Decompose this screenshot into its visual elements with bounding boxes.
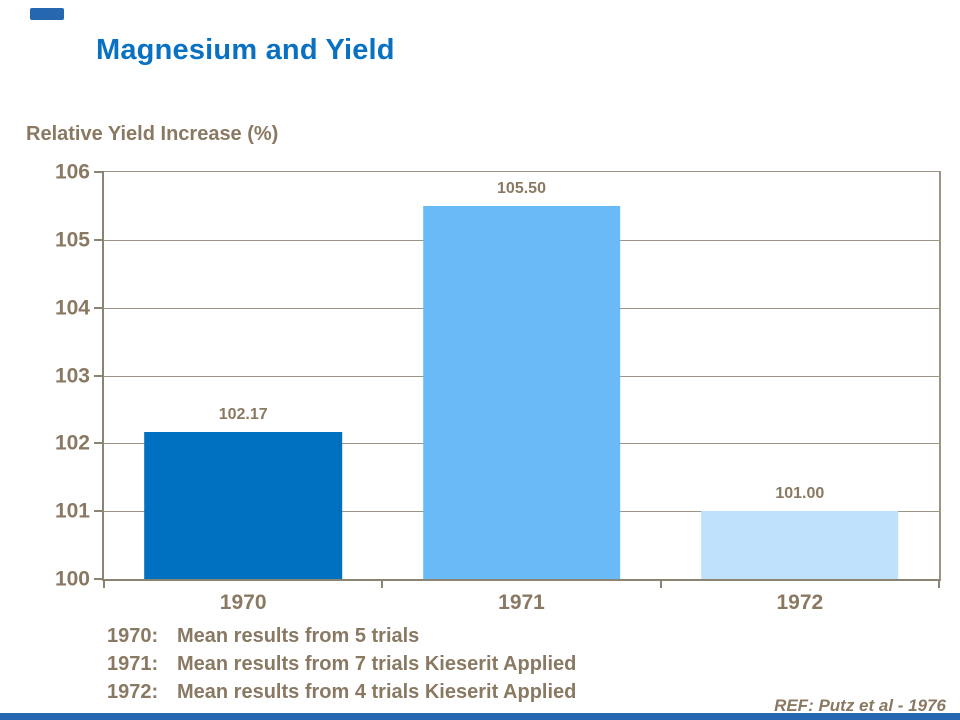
footnote-year-label: 1971: [107,653,159,675]
x-axis-tick-0 [103,579,105,588]
y-axis-tick-104 [94,306,104,309]
y-axis-title: Relative Yield Increase (%) [26,123,279,145]
bar-1972 [701,511,899,579]
y-axis-label-105: 105 [54,228,90,252]
bar-value-label-1971: 105.50 [497,179,546,197]
footnote-text: Mean results from 4 trials Kieserit Appl… [177,681,577,703]
slide-title: Magnesium and Yield [96,34,395,66]
x-axis-tick-2 [659,579,662,588]
y-axis-tick-100 [94,578,104,580]
footnote-1970: 1970: Mean results from 5 trials [107,626,576,647]
y-axis-label-100: 100 [54,567,90,591]
x-axis-label-1970: 1970 [219,591,267,614]
bar-1970 [144,431,342,579]
y-axis-label-103: 103 [54,364,90,387]
y-axis-tick-106 [94,171,104,173]
y-axis-label-102: 102 [54,431,90,455]
chart-footnotes: 1970: Mean results from 5 trials 1971: Mea… [107,626,576,710]
x-axis-label-1971: 1971 [498,591,545,614]
bar-value-label-1972: 101.00 [775,485,825,503]
y-axis-label-101: 101 [54,499,90,523]
x-axis-tick-3 [938,579,940,588]
bar-1971 [422,205,621,579]
y-axis-tick-102 [94,442,104,445]
bar-value-label-1970: 102.17 [218,405,268,423]
y-axis-label-104: 104 [54,296,90,320]
footnote-1971: 1971: Mean results from 7 trials Kieserit… [107,654,576,675]
footnote-text: Mean results from 7 trials Kieserit Appl… [177,653,577,675]
footnote-1972: 1972: Mean results from 4 trials Kieserit… [107,682,576,703]
slide-accent-top-rect [30,8,64,20]
y-axis-tick-103 [94,374,104,377]
footnote-year-label: 1972: [107,681,159,703]
footnote-text: Mean results from 5 trials [177,625,420,647]
y-axis-label-106: 106 [54,160,90,184]
reference-citation: REF: Putz et al - 1976 [774,696,946,715]
bar-chart-plot-area: 100 101 102 103 104 105 106 102.17 1970 105.50 197… [55,162,941,613]
x-axis-label-1972: 1972 [776,591,824,614]
y-axis-tick-105 [94,238,104,241]
y-axis-tick-101 [94,510,104,513]
footnote-year-label: 1970: [107,625,159,647]
slide-accent-bottom-bar [0,713,960,720]
x-axis-tick-1 [381,579,384,588]
